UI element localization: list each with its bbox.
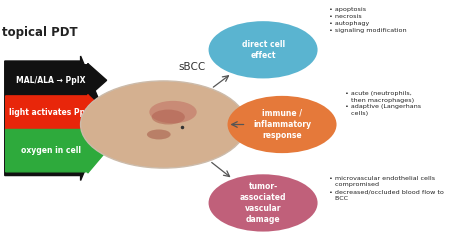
Text: • apoptosis
• necrosis
• autophagy
• signaling modification: • apoptosis • necrosis • autophagy • sig…: [329, 7, 407, 33]
Ellipse shape: [152, 110, 185, 124]
FancyArrow shape: [5, 56, 107, 181]
FancyArrow shape: [6, 63, 107, 97]
Circle shape: [81, 81, 246, 168]
Circle shape: [209, 174, 318, 232]
Circle shape: [228, 96, 337, 153]
Text: light activates PpIX: light activates PpIX: [9, 108, 93, 117]
Text: • acute (neutrophils,
   then macrophages)
• adaptive (Langerhans
   cells): • acute (neutrophils, then macrophages) …: [345, 91, 421, 116]
Ellipse shape: [147, 129, 171, 139]
Text: tumor-
associated
vascular
damage: tumor- associated vascular damage: [240, 182, 286, 224]
Text: direct cell
effect: direct cell effect: [242, 40, 284, 60]
Ellipse shape: [149, 101, 197, 123]
Text: immune /
inflammatory
response: immune / inflammatory response: [253, 109, 311, 140]
FancyArrow shape: [6, 95, 107, 131]
Text: • microvascular endothelial cells
   compromised
• decreased/occluded blood flow: • microvascular endothelial cells compro…: [329, 176, 444, 201]
FancyArrow shape: [6, 128, 107, 173]
Circle shape: [209, 21, 318, 78]
Text: sBCC: sBCC: [178, 62, 206, 72]
Text: topical PDT: topical PDT: [2, 26, 78, 39]
Text: oxygen in cell: oxygen in cell: [21, 146, 81, 155]
Text: MAL/ALA → PpIX: MAL/ALA → PpIX: [16, 76, 86, 85]
